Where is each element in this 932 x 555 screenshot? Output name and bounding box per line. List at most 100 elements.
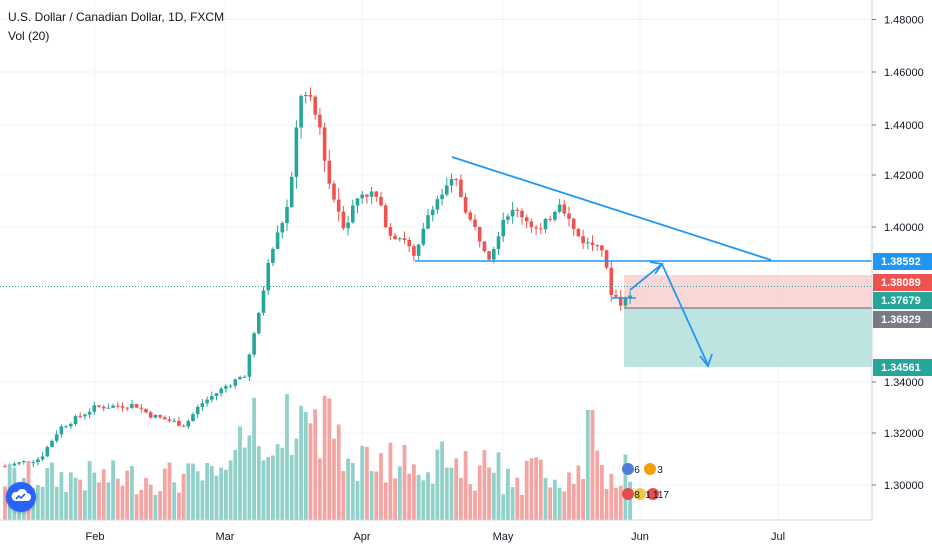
candle-body [393, 235, 397, 240]
candle-body [45, 447, 50, 457]
candle-body [520, 210, 524, 218]
volume-bar [228, 460, 233, 520]
volume-bar [205, 462, 209, 520]
volume-bar [252, 397, 256, 520]
candle-body [445, 185, 449, 195]
volume-bar [374, 471, 379, 520]
volume-bar [562, 491, 567, 520]
x-tick-label: Mar [216, 531, 235, 543]
candle-body [148, 412, 153, 418]
candle-body [459, 179, 463, 198]
candle-body [463, 197, 468, 213]
candle-body [562, 204, 567, 214]
volume-bar [83, 490, 87, 520]
volume-bar [162, 468, 167, 520]
volume-bar [407, 473, 412, 520]
tradingview-logo-icon[interactable] [6, 482, 36, 512]
candle-body [336, 199, 341, 212]
candle-body [252, 333, 256, 355]
candle-body [492, 249, 496, 260]
trend-drawings [415, 156, 872, 368]
candle-body [69, 424, 73, 427]
volume-bar [92, 472, 97, 520]
volume-bar [595, 450, 600, 520]
candle-body [482, 241, 487, 252]
volume-bar [134, 494, 139, 520]
candle-body [586, 242, 590, 244]
candle-body [106, 407, 111, 409]
volume-bar [54, 486, 59, 520]
volume-bar [120, 485, 125, 520]
grid [0, 0, 872, 520]
candle-body [294, 127, 299, 177]
volume-bar [487, 467, 491, 520]
candle-body [454, 179, 458, 181]
volume-bar [623, 454, 628, 520]
volume-bar [463, 450, 468, 520]
candle-body [346, 222, 350, 229]
candle-body [412, 246, 416, 256]
volume-bar [459, 477, 463, 520]
volume-bar [557, 487, 562, 520]
volume-bar [87, 461, 92, 520]
candle-body [308, 94, 313, 97]
event-flag-icon [634, 488, 646, 500]
candle-body [167, 419, 172, 421]
candle-body [553, 211, 557, 220]
candle-body [369, 191, 374, 197]
candle-body [125, 407, 129, 409]
volume-bar [515, 477, 520, 520]
volume-bar [285, 394, 289, 520]
candle-body [172, 420, 176, 422]
volume-bar [167, 462, 172, 520]
symbol-title[interactable]: U.S. Dollar / Canadian Dollar, 1D, FXCM [8, 10, 225, 24]
candle-body [31, 462, 35, 464]
volume-bar [266, 457, 271, 520]
x-tick-label: Jul [771, 531, 785, 543]
candle-body [120, 406, 125, 408]
candle-body [539, 228, 543, 230]
volume-bar [289, 454, 294, 520]
candle-body [379, 196, 383, 206]
candle-body [487, 251, 491, 260]
volume-bar [106, 482, 111, 520]
volume-bar [195, 471, 200, 520]
y-tick-label: 1.44000 [884, 120, 924, 132]
price-labels: 1.38592 1.38089 1.37679 1.36829 1.34561 [873, 253, 932, 376]
event-flag-icon [647, 488, 659, 500]
volume-bar [247, 435, 252, 520]
volume-bar [209, 465, 214, 520]
candle-body [449, 179, 454, 186]
volume-bar [36, 485, 40, 520]
volume-bar [186, 463, 191, 520]
volume-indicator-label[interactable]: Vol (20) [8, 29, 50, 43]
price-label-box [873, 292, 932, 309]
candle-body [318, 114, 322, 128]
y-tick-label: 1.30000 [884, 480, 924, 492]
volume-bar [336, 424, 341, 520]
candle-body [224, 386, 228, 389]
volume-bar [214, 475, 219, 520]
x-tick-label: Feb [86, 531, 105, 543]
arrow-head-up-icon [649, 261, 664, 275]
candle-body [92, 405, 97, 412]
volume-bar [454, 458, 459, 520]
price-label-text: 1.34561 [881, 362, 921, 374]
candle-body [628, 295, 632, 298]
candle-body [299, 96, 303, 128]
volume-bar [430, 483, 435, 520]
candle-body [600, 245, 604, 251]
volume-bar [327, 398, 332, 520]
volume-bar [581, 479, 585, 520]
candles [3, 87, 632, 468]
y-axis: 1.48000 1.46000 1.44000 1.42000 1.40000 1.340… [872, 15, 924, 492]
y-tick-label: 1.34000 [884, 377, 924, 389]
candle-body [510, 209, 515, 217]
volume-bar [224, 469, 228, 520]
volume-bar [101, 469, 106, 520]
candle-body [205, 399, 209, 404]
candle-body [73, 416, 78, 425]
candle-body [623, 297, 628, 306]
